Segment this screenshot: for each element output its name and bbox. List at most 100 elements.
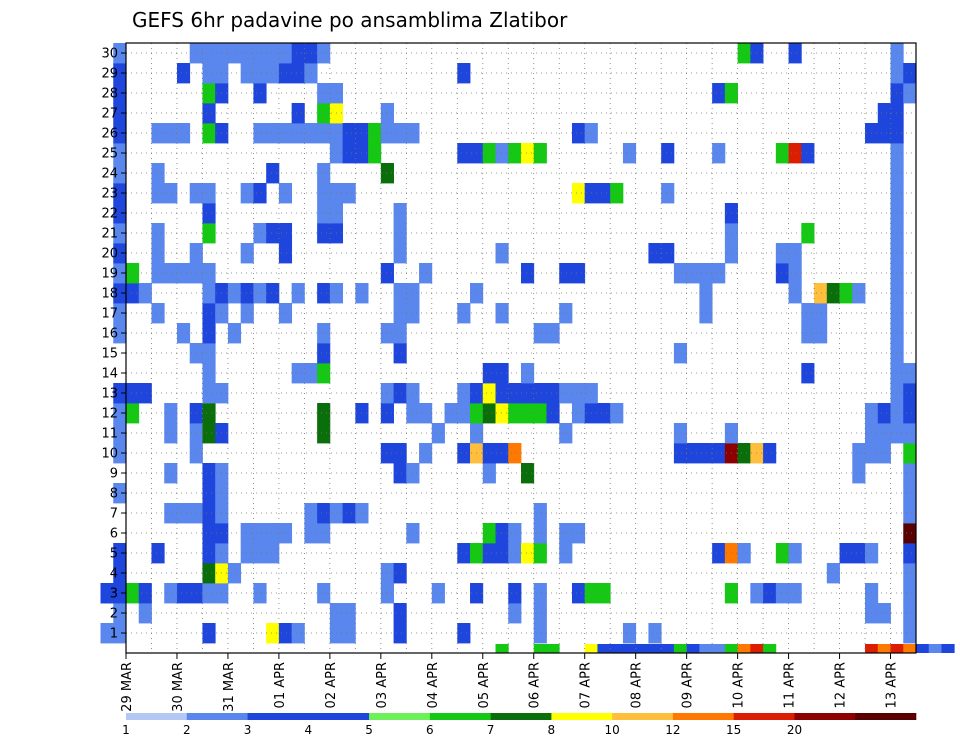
heatmap-cell <box>176 583 191 604</box>
heatmap-cell <box>380 403 394 424</box>
heatmap-cell <box>801 303 815 324</box>
heatmap-cell <box>699 443 713 464</box>
heatmap-cell <box>852 443 866 464</box>
y-tick-label: 26 <box>101 127 118 142</box>
heatmap-cell <box>176 63 191 84</box>
heatmap-cell <box>521 403 535 424</box>
heatmap-cell <box>648 623 662 644</box>
y-axis-ticks: 1234567891011121314151617181920212223242… <box>101 47 126 642</box>
heatmap-cell <box>712 263 726 284</box>
heatmap-cell-strip <box>533 644 547 653</box>
heatmap-cell <box>521 543 535 564</box>
heatmap-cell <box>393 463 407 484</box>
heatmap-cell <box>622 143 637 164</box>
heatmap-cell <box>240 543 254 564</box>
plot-frame <box>125 42 917 654</box>
heatmap-cell <box>903 443 917 464</box>
x-tick-label: 03 APR <box>375 662 390 708</box>
heatmap-cell <box>164 403 178 424</box>
heatmap-cell <box>903 63 917 84</box>
heatmap-cell <box>559 423 573 444</box>
heatmap-cell <box>164 263 178 284</box>
heatmap-cell <box>775 583 789 604</box>
heatmap-cell <box>113 403 127 424</box>
heatmap-cell <box>903 623 917 644</box>
heatmap-cell <box>266 163 280 184</box>
heatmap-cell <box>317 83 331 104</box>
heatmap-cell-strip <box>699 644 713 653</box>
heatmap-cell <box>903 503 917 524</box>
heatmap-cell <box>890 63 904 84</box>
heatmap-cell <box>571 523 586 544</box>
y-tick-label: 16 <box>101 327 118 342</box>
x-tick-label: 01 APR <box>273 662 288 708</box>
heatmap-cell <box>533 523 547 544</box>
heatmap-cell <box>227 323 242 344</box>
x-tick-label: 04 APR <box>426 662 441 708</box>
heatmap-cell <box>317 503 331 524</box>
colorbar-label: 12 <box>665 723 680 737</box>
heatmap-cell <box>508 523 522 544</box>
heatmap-cell <box>393 283 407 304</box>
heatmap-cell <box>457 543 471 564</box>
y-tick-label: 17 <box>101 307 118 322</box>
heatmap-cell <box>406 403 420 424</box>
heatmap-cell <box>801 363 815 384</box>
y-tick-label: 9 <box>110 467 118 482</box>
heatmap-cell <box>113 123 127 144</box>
heatmap-cell-strip <box>661 644 675 653</box>
colorbar-segment <box>247 713 309 720</box>
heatmap-cell <box>202 103 216 124</box>
y-tick-label: 13 <box>101 387 118 402</box>
heatmap-cell-strip <box>724 644 739 653</box>
heatmap-cell <box>342 603 356 624</box>
heatmap-cell <box>113 63 127 84</box>
heatmap-cell <box>240 43 254 64</box>
heatmap-cell <box>151 223 165 244</box>
heatmap-cell <box>712 83 726 104</box>
heatmap-cell <box>508 443 522 464</box>
heatmap-cell <box>113 563 127 584</box>
heatmap-cell <box>113 443 127 464</box>
heatmap-cell <box>266 523 280 544</box>
heatmap-cell <box>814 303 828 324</box>
heatmap-cell <box>788 583 802 604</box>
heatmap-cell <box>151 183 165 204</box>
heatmap-cell <box>291 103 305 124</box>
y-tick-label: 4 <box>110 567 118 582</box>
heatmap-cell <box>164 463 178 484</box>
heatmap-cell <box>291 63 305 84</box>
heatmap-cell <box>113 43 127 64</box>
heatmap-cell <box>559 263 573 284</box>
heatmap-cell <box>763 583 777 604</box>
heatmap-cell <box>202 483 216 504</box>
heatmap-cell <box>533 603 547 624</box>
heatmap-cell-strip <box>737 644 751 653</box>
heatmap-cell-strip <box>890 644 904 653</box>
heatmap-cell <box>202 323 216 344</box>
heatmap-cell <box>852 283 866 304</box>
grid-lines <box>125 43 916 653</box>
heatmap-cell <box>521 363 535 384</box>
heatmap-cell <box>227 43 242 64</box>
heatmap-cell <box>126 403 140 424</box>
heatmap-cell <box>457 303 471 324</box>
heatmap-cell <box>508 543 522 564</box>
y-tick-label: 12 <box>101 407 118 422</box>
y-tick-label: 22 <box>101 207 118 222</box>
heatmap-cell <box>202 363 216 384</box>
heatmap-cell <box>890 323 904 344</box>
heatmap-cell <box>903 83 917 104</box>
heatmap-cell <box>126 583 140 604</box>
heatmap-cell <box>202 583 216 604</box>
heatmap-cell-strip <box>648 644 662 653</box>
heatmap-cell <box>495 543 509 564</box>
heatmap-cell <box>317 343 331 364</box>
colorbar-label: 15 <box>726 723 741 737</box>
heatmap-cell <box>495 403 509 424</box>
heatmap-cell <box>597 183 611 204</box>
heatmap-cell-strip <box>673 644 688 653</box>
heatmap-cell <box>775 543 789 564</box>
heatmap-cell <box>775 243 789 264</box>
